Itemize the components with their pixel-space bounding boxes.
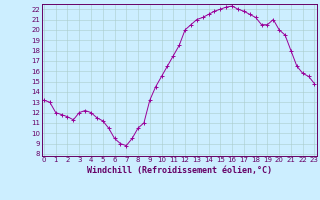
X-axis label: Windchill (Refroidissement éolien,°C): Windchill (Refroidissement éolien,°C) [87,166,272,175]
